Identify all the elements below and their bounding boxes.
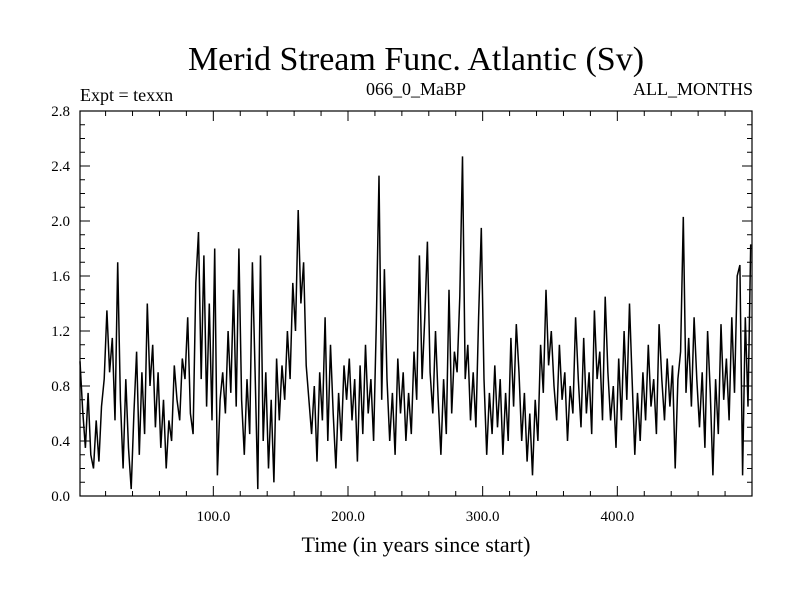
chart-title: Merid Stream Func. Atlantic (Sv) [188,41,644,78]
x-tick-label: 400.0 [600,509,634,525]
y-tick-label: 0.8 [51,379,70,395]
y-tick-label: 0.4 [51,434,70,450]
x-axis-label: Time (in years since start) [302,532,531,557]
x-tick-label: 300.0 [466,509,500,525]
y-tick-label: 2.8 [51,104,70,120]
axis-ticks [80,110,752,497]
experiment-label: Expt = texxn [80,85,173,105]
y-tick-label: 1.2 [51,324,70,340]
y-tick-label: 0.0 [51,489,70,505]
series-line [79,156,752,490]
x-tick-label: 200.0 [331,509,365,525]
months-label: ALL_MONTHS [633,79,753,99]
y-tick-label: 2.4 [51,159,70,175]
y-tick-label: 2.0 [51,214,70,230]
plot-frame [79,110,753,497]
y-tick-label: 1.6 [51,269,70,285]
x-tick-label: 100.0 [196,509,230,525]
period-label: 066_0_MaBP [366,79,466,99]
tick-labels: 100.0 200.0 300.0 400.0 0.0 0.4 0.8 1.2 1.6 2.0 2.… [51,104,634,525]
